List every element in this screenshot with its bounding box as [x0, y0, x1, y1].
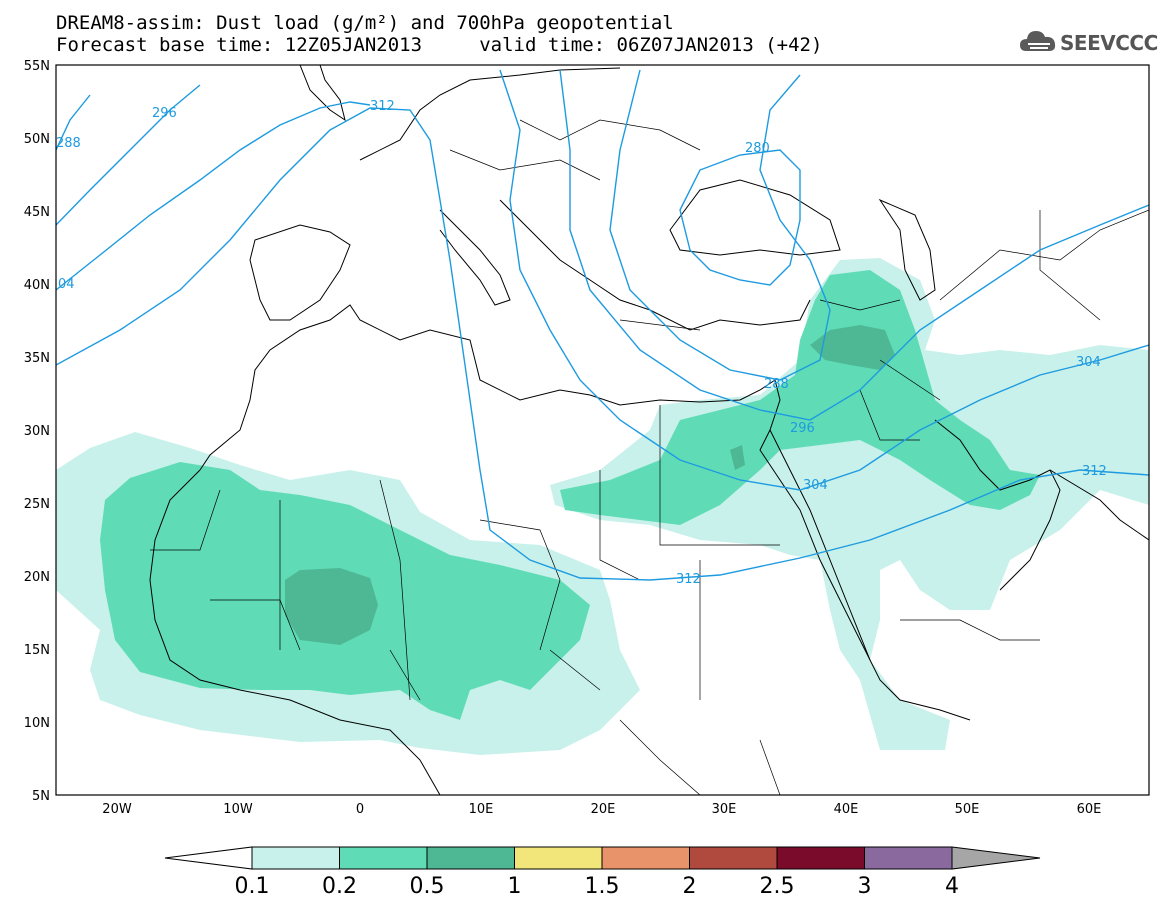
dust-region-light-east [550, 258, 1149, 750]
coast-balkans [499, 199, 811, 331]
x-tick-label: 60E [1077, 802, 1102, 817]
colorbar-label: 1 [508, 874, 522, 899]
contour-line-288 [609, 69, 831, 381]
contour-label: 312 [676, 572, 701, 587]
coast-persian-gulf [934, 419, 1061, 591]
colorbar-left-arrow [164, 846, 253, 870]
y-axis: 55N 50N 45N 40N 35N 30N 25N 20N 15N 10N … [24, 59, 50, 804]
seevccc-logo: SEEVCCC [1018, 25, 1158, 59]
y-tick-label: 45N [24, 205, 50, 220]
coast-britain [299, 65, 346, 122]
coast-blacksea [669, 179, 841, 256]
colorbar-segment [601, 846, 690, 870]
x-tick-label: 30E [712, 802, 737, 817]
coast-iberia [249, 224, 351, 321]
x-axis: 20W 10W 0 10E 20E 30E 40E 50E 60E [102, 802, 1101, 817]
contour-line-280 [679, 149, 801, 286]
y-tick-label: 10N [24, 716, 50, 731]
coast-west-africa [149, 469, 441, 795]
coast-europe-africa [199, 304, 971, 721]
coast-caspian [878, 198, 936, 301]
y-tick-label: 25N [24, 497, 50, 512]
contour-label: 04 [58, 277, 75, 292]
colorbar-label: 1.5 [585, 874, 620, 899]
contour-line-296-west [56, 84, 201, 226]
logo-text: SEEVCCC [1060, 31, 1158, 55]
cloud-icon [1020, 31, 1056, 51]
colorbar: 0.1 0.2 0.5 1 1.5 2 2.5 3 4 [164, 846, 1041, 899]
dust-region-heavy-egypt [730, 445, 745, 470]
contour-label: 288 [56, 136, 81, 151]
y-tick-label: 40N [24, 278, 50, 293]
colorbar-label: 2 [683, 874, 697, 899]
x-tick-label: 20W [102, 802, 132, 817]
colorbar-segment [776, 846, 865, 870]
colorbar-label: 3 [858, 874, 872, 899]
y-tick-label: 5N [32, 789, 50, 804]
colorbar-label: 2.5 [760, 874, 795, 899]
title-line-1: DREAM8-assim: Dust load (g/m²) and 700hP… [56, 12, 674, 34]
coast-italy [439, 209, 511, 306]
dust-region-heavy-sahel [285, 568, 378, 645]
y-tick-label: 35N [24, 351, 50, 366]
colorbar-segment [514, 846, 603, 870]
x-tick-label: 40E [834, 802, 859, 817]
y-tick-label: 30N [24, 424, 50, 439]
contour-label: 304 [803, 478, 828, 493]
colorbar-label: 0.2 [322, 874, 357, 899]
y-tick-label: 20N [24, 570, 50, 585]
contour-line-296-east [559, 69, 1149, 421]
contour-line-288-west [56, 94, 91, 151]
x-tick-label: 50E [955, 802, 980, 817]
contour-label: 312 [370, 99, 395, 114]
dust-region-heavy-iraq [810, 325, 895, 370]
title-line-2: Forecast base time: 12Z05JAN2013 valid t… [56, 34, 823, 56]
colorbar-segment [339, 846, 428, 870]
contour-line-312 [56, 107, 1149, 581]
colorbar-right-arrow [951, 846, 1041, 870]
x-tick-label: 0 [356, 802, 364, 817]
dust-region-medium-east [560, 270, 1040, 525]
coast-redsea [769, 429, 871, 661]
contour-label: 296 [152, 106, 177, 121]
y-tick-label: 55N [24, 59, 50, 74]
colorbar-label: 4 [945, 874, 959, 899]
x-tick-label: 10W [223, 802, 253, 817]
contour-label: 280 [745, 141, 770, 156]
contour-label: 304 [1076, 355, 1101, 370]
colorbar-segment [251, 846, 340, 870]
y-tick-label: 15N [24, 643, 50, 658]
colorbar-segment [426, 846, 515, 870]
contour-line-304-east [499, 69, 1149, 491]
colorbar-segment [689, 846, 778, 870]
x-tick-label: 10E [469, 802, 494, 817]
x-tick-label: 20E [591, 802, 616, 817]
contour-line-304-west [56, 101, 371, 291]
map-frame [55, 64, 1150, 796]
contour-label: 296 [790, 421, 815, 436]
dust-shading [56, 258, 1149, 755]
colorbar-segment [864, 846, 953, 870]
geopotential-contours [56, 69, 1149, 581]
coastlines [149, 65, 1149, 795]
contour-label-group: 296 288 312 04 280 288 296 304 304 312 3… [56, 99, 1107, 587]
coast-north-europe [359, 67, 621, 161]
coast-arabia-east [1049, 469, 1149, 541]
colorbar-label: 0.5 [410, 874, 445, 899]
contour-label: 288 [764, 377, 789, 392]
y-tick-label: 50N [24, 132, 50, 147]
colorbar-label: 0.1 [235, 874, 270, 899]
contour-label: 312 [1082, 464, 1107, 479]
border-lines [150, 119, 1149, 795]
